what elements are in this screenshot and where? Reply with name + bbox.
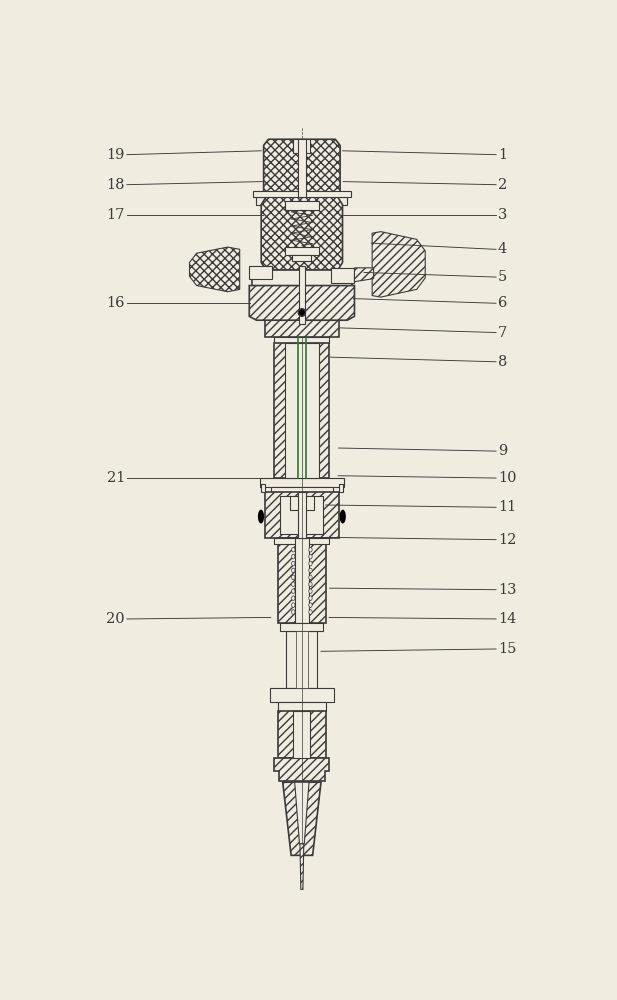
- Text: 4: 4: [498, 242, 507, 256]
- Bar: [293, 711, 310, 758]
- Polygon shape: [300, 844, 304, 902]
- Ellipse shape: [292, 603, 295, 607]
- Bar: [331, 268, 354, 283]
- Text: 17: 17: [107, 208, 125, 222]
- Ellipse shape: [292, 596, 295, 600]
- Text: 20: 20: [106, 612, 125, 626]
- Text: 7: 7: [498, 326, 507, 340]
- Ellipse shape: [308, 561, 312, 566]
- Ellipse shape: [308, 596, 312, 600]
- Ellipse shape: [308, 554, 312, 559]
- Text: 3: 3: [498, 208, 507, 222]
- Text: 14: 14: [498, 612, 516, 626]
- Polygon shape: [189, 247, 239, 292]
- Ellipse shape: [298, 309, 305, 316]
- Bar: [299, 266, 305, 324]
- Ellipse shape: [308, 582, 312, 587]
- Bar: [253, 191, 351, 197]
- Bar: [285, 247, 318, 255]
- Bar: [296, 631, 308, 688]
- Text: 15: 15: [498, 642, 516, 656]
- Ellipse shape: [292, 589, 295, 594]
- Ellipse shape: [308, 575, 312, 580]
- Text: 1: 1: [498, 148, 507, 162]
- Text: 11: 11: [498, 500, 516, 514]
- Bar: [275, 538, 329, 544]
- Bar: [261, 484, 265, 492]
- Bar: [280, 496, 323, 534]
- Bar: [297, 139, 306, 197]
- Ellipse shape: [292, 547, 295, 552]
- Text: 6: 6: [498, 296, 507, 310]
- Ellipse shape: [292, 575, 295, 580]
- Bar: [265, 320, 339, 337]
- Text: 5: 5: [498, 270, 507, 284]
- Bar: [292, 255, 312, 261]
- Bar: [294, 139, 310, 153]
- Bar: [278, 702, 326, 711]
- Polygon shape: [283, 782, 321, 855]
- Bar: [252, 270, 352, 286]
- Text: 2: 2: [498, 178, 507, 192]
- Text: 16: 16: [107, 296, 125, 310]
- Bar: [278, 711, 326, 758]
- Text: 13: 13: [498, 583, 516, 597]
- Text: 19: 19: [107, 148, 125, 162]
- Ellipse shape: [292, 561, 295, 566]
- Ellipse shape: [308, 610, 312, 614]
- Text: 9: 9: [498, 444, 507, 458]
- Polygon shape: [261, 197, 342, 270]
- Ellipse shape: [292, 582, 295, 587]
- Bar: [278, 538, 326, 623]
- Bar: [339, 484, 343, 492]
- Text: 18: 18: [107, 178, 125, 192]
- Ellipse shape: [308, 603, 312, 607]
- Bar: [275, 343, 329, 478]
- Bar: [280, 623, 323, 631]
- Ellipse shape: [292, 554, 295, 559]
- Polygon shape: [295, 782, 309, 844]
- Ellipse shape: [292, 610, 295, 614]
- Ellipse shape: [308, 568, 312, 573]
- Bar: [290, 496, 314, 510]
- Bar: [295, 538, 308, 623]
- Text: 10: 10: [498, 471, 516, 485]
- Ellipse shape: [339, 510, 346, 523]
- Bar: [286, 631, 317, 688]
- Polygon shape: [372, 232, 425, 297]
- Bar: [271, 487, 333, 492]
- Bar: [298, 492, 305, 538]
- Polygon shape: [275, 758, 329, 781]
- Bar: [275, 337, 329, 343]
- Polygon shape: [249, 286, 354, 320]
- Text: 21: 21: [107, 471, 125, 485]
- Ellipse shape: [308, 589, 312, 594]
- Bar: [257, 197, 347, 205]
- Ellipse shape: [258, 510, 264, 523]
- Bar: [265, 492, 339, 538]
- Text: 8: 8: [498, 355, 507, 369]
- Bar: [285, 201, 318, 210]
- Ellipse shape: [308, 547, 312, 552]
- Bar: [270, 688, 334, 702]
- Text: 12: 12: [498, 533, 516, 547]
- Bar: [249, 266, 272, 279]
- Bar: [260, 478, 344, 487]
- Polygon shape: [354, 268, 374, 282]
- Polygon shape: [263, 139, 340, 197]
- Ellipse shape: [292, 568, 295, 573]
- Bar: [285, 343, 319, 478]
